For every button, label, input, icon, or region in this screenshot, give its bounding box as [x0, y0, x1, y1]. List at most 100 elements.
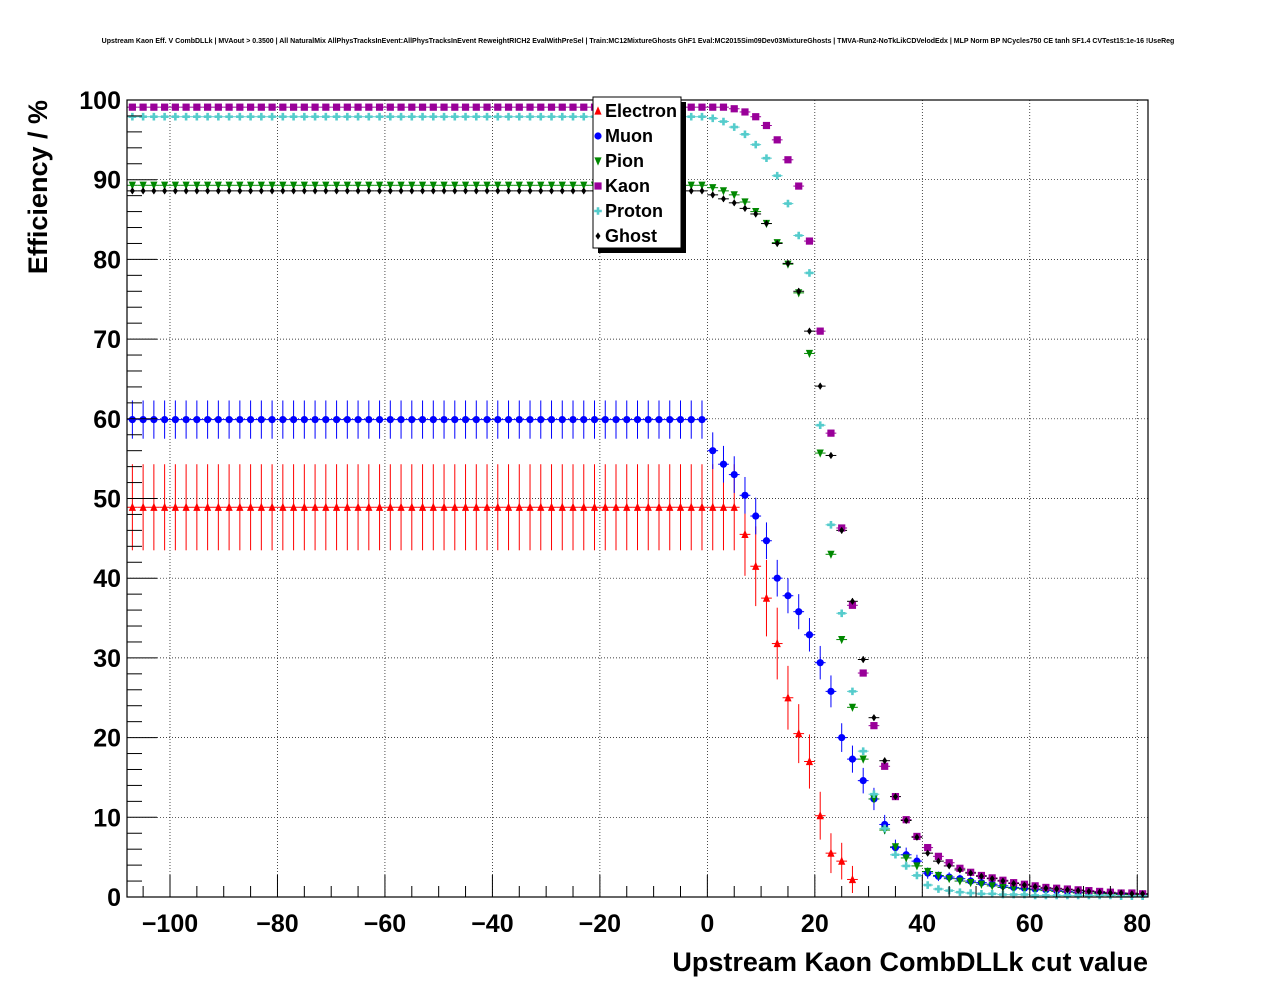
electron-point: [311, 502, 319, 511]
ghost-point: [355, 187, 361, 195]
electron-point: [440, 502, 448, 511]
axis-ticks: [127, 99, 1138, 898]
pion-point: [924, 867, 932, 877]
ghost-point: [162, 187, 168, 195]
pion-point: [967, 879, 975, 888]
pion-point: [870, 795, 878, 804]
muon-point: [784, 592, 792, 600]
electron-point: [848, 874, 857, 884]
electron-point: [225, 502, 233, 511]
electron-point: [257, 502, 265, 511]
proton-point: [934, 885, 943, 893]
muon-point: [257, 415, 265, 424]
electron-point: [580, 502, 588, 511]
x-tick-label: −20: [579, 910, 621, 938]
proton-point: [751, 140, 760, 149]
muon-point: [429, 415, 437, 424]
muon-point: [569, 415, 577, 424]
electron-point: [494, 502, 502, 511]
proton-point: [1020, 890, 1029, 899]
ghost-point: [581, 187, 587, 195]
x-axis-title: Upstream Kaon CombDLLk cut value: [672, 947, 1148, 977]
y-tick-label: 70: [93, 326, 121, 354]
ghost-point: [828, 451, 834, 460]
electron-point: [515, 502, 523, 511]
proton-point: [450, 112, 459, 121]
ghost-point: [817, 382, 823, 390]
pion-point: [322, 181, 330, 190]
ghost-point: [892, 792, 898, 801]
kaon-point: [332, 103, 341, 111]
kaon-point: [461, 103, 470, 111]
legend-label-muon: Muon: [605, 126, 653, 146]
pion-point: [558, 181, 566, 190]
ghost-point: [785, 259, 791, 267]
muon-point: [504, 415, 513, 424]
electron-point: [838, 856, 846, 865]
muon-point: [687, 415, 695, 424]
kaon-point: [300, 103, 308, 111]
pion-point: [214, 181, 222, 190]
kaon-point: [418, 103, 427, 111]
ghost-point: [334, 187, 340, 195]
electron-point: [418, 502, 427, 511]
ghost-point: [1011, 879, 1017, 888]
electron-point: [171, 502, 179, 511]
proton-point: [687, 112, 696, 121]
kaon-point: [827, 429, 835, 437]
proton-point: [784, 199, 792, 208]
pion-point: [332, 181, 341, 190]
ghost-point: [688, 187, 694, 195]
kaon-point: [257, 103, 265, 111]
muon-point: [676, 415, 685, 424]
pion-point: [236, 181, 244, 190]
electron-point: [246, 502, 255, 511]
ghost-point: [473, 187, 479, 195]
electron-point: [343, 502, 351, 511]
ghost-point: [559, 187, 565, 195]
ghost-point: [903, 816, 909, 825]
pion-point: [730, 191, 738, 200]
pion-point: [279, 181, 287, 190]
y-tick-label: 10: [93, 804, 121, 832]
electron-point: [182, 502, 190, 511]
muon-point: [816, 659, 824, 667]
pion-point: [161, 181, 169, 190]
pion-point: [429, 181, 437, 190]
ghost-point: [484, 187, 490, 195]
kaon-point: [848, 601, 857, 609]
muon-point: [300, 415, 308, 424]
kaon-point: [171, 103, 179, 111]
legend-label-kaon: Kaon: [605, 176, 650, 196]
ghost-point: [237, 187, 243, 195]
pion-point: [848, 703, 857, 712]
kaon-point: [795, 182, 803, 190]
ghost-point: [860, 655, 866, 664]
muon-point: [332, 415, 341, 424]
muon-point: [601, 415, 609, 424]
pion-point: [171, 181, 179, 190]
proton-point: [171, 112, 180, 121]
electron-point: [289, 502, 298, 511]
legend-marker-ghost: [595, 232, 601, 240]
proton-point: [461, 112, 470, 121]
muon-point: [150, 415, 158, 424]
electron-point: [601, 502, 609, 511]
proton-point: [408, 112, 416, 121]
proton-point: [246, 112, 255, 121]
muon-point: [730, 470, 738, 479]
legend-label-proton: Proton: [605, 201, 663, 221]
electron-point: [236, 502, 244, 511]
pion-point: [128, 181, 136, 190]
muon-point: [623, 415, 631, 424]
kaon-point: [161, 103, 169, 111]
pion-point: [988, 882, 996, 891]
electron-point: [268, 502, 276, 511]
electron-point: [719, 502, 728, 511]
electron-point: [590, 502, 599, 511]
pion-point: [709, 184, 717, 193]
proton-point: [816, 421, 825, 429]
proton-point: [343, 112, 352, 121]
pion-point: [139, 181, 147, 190]
proton-point: [827, 521, 835, 529]
